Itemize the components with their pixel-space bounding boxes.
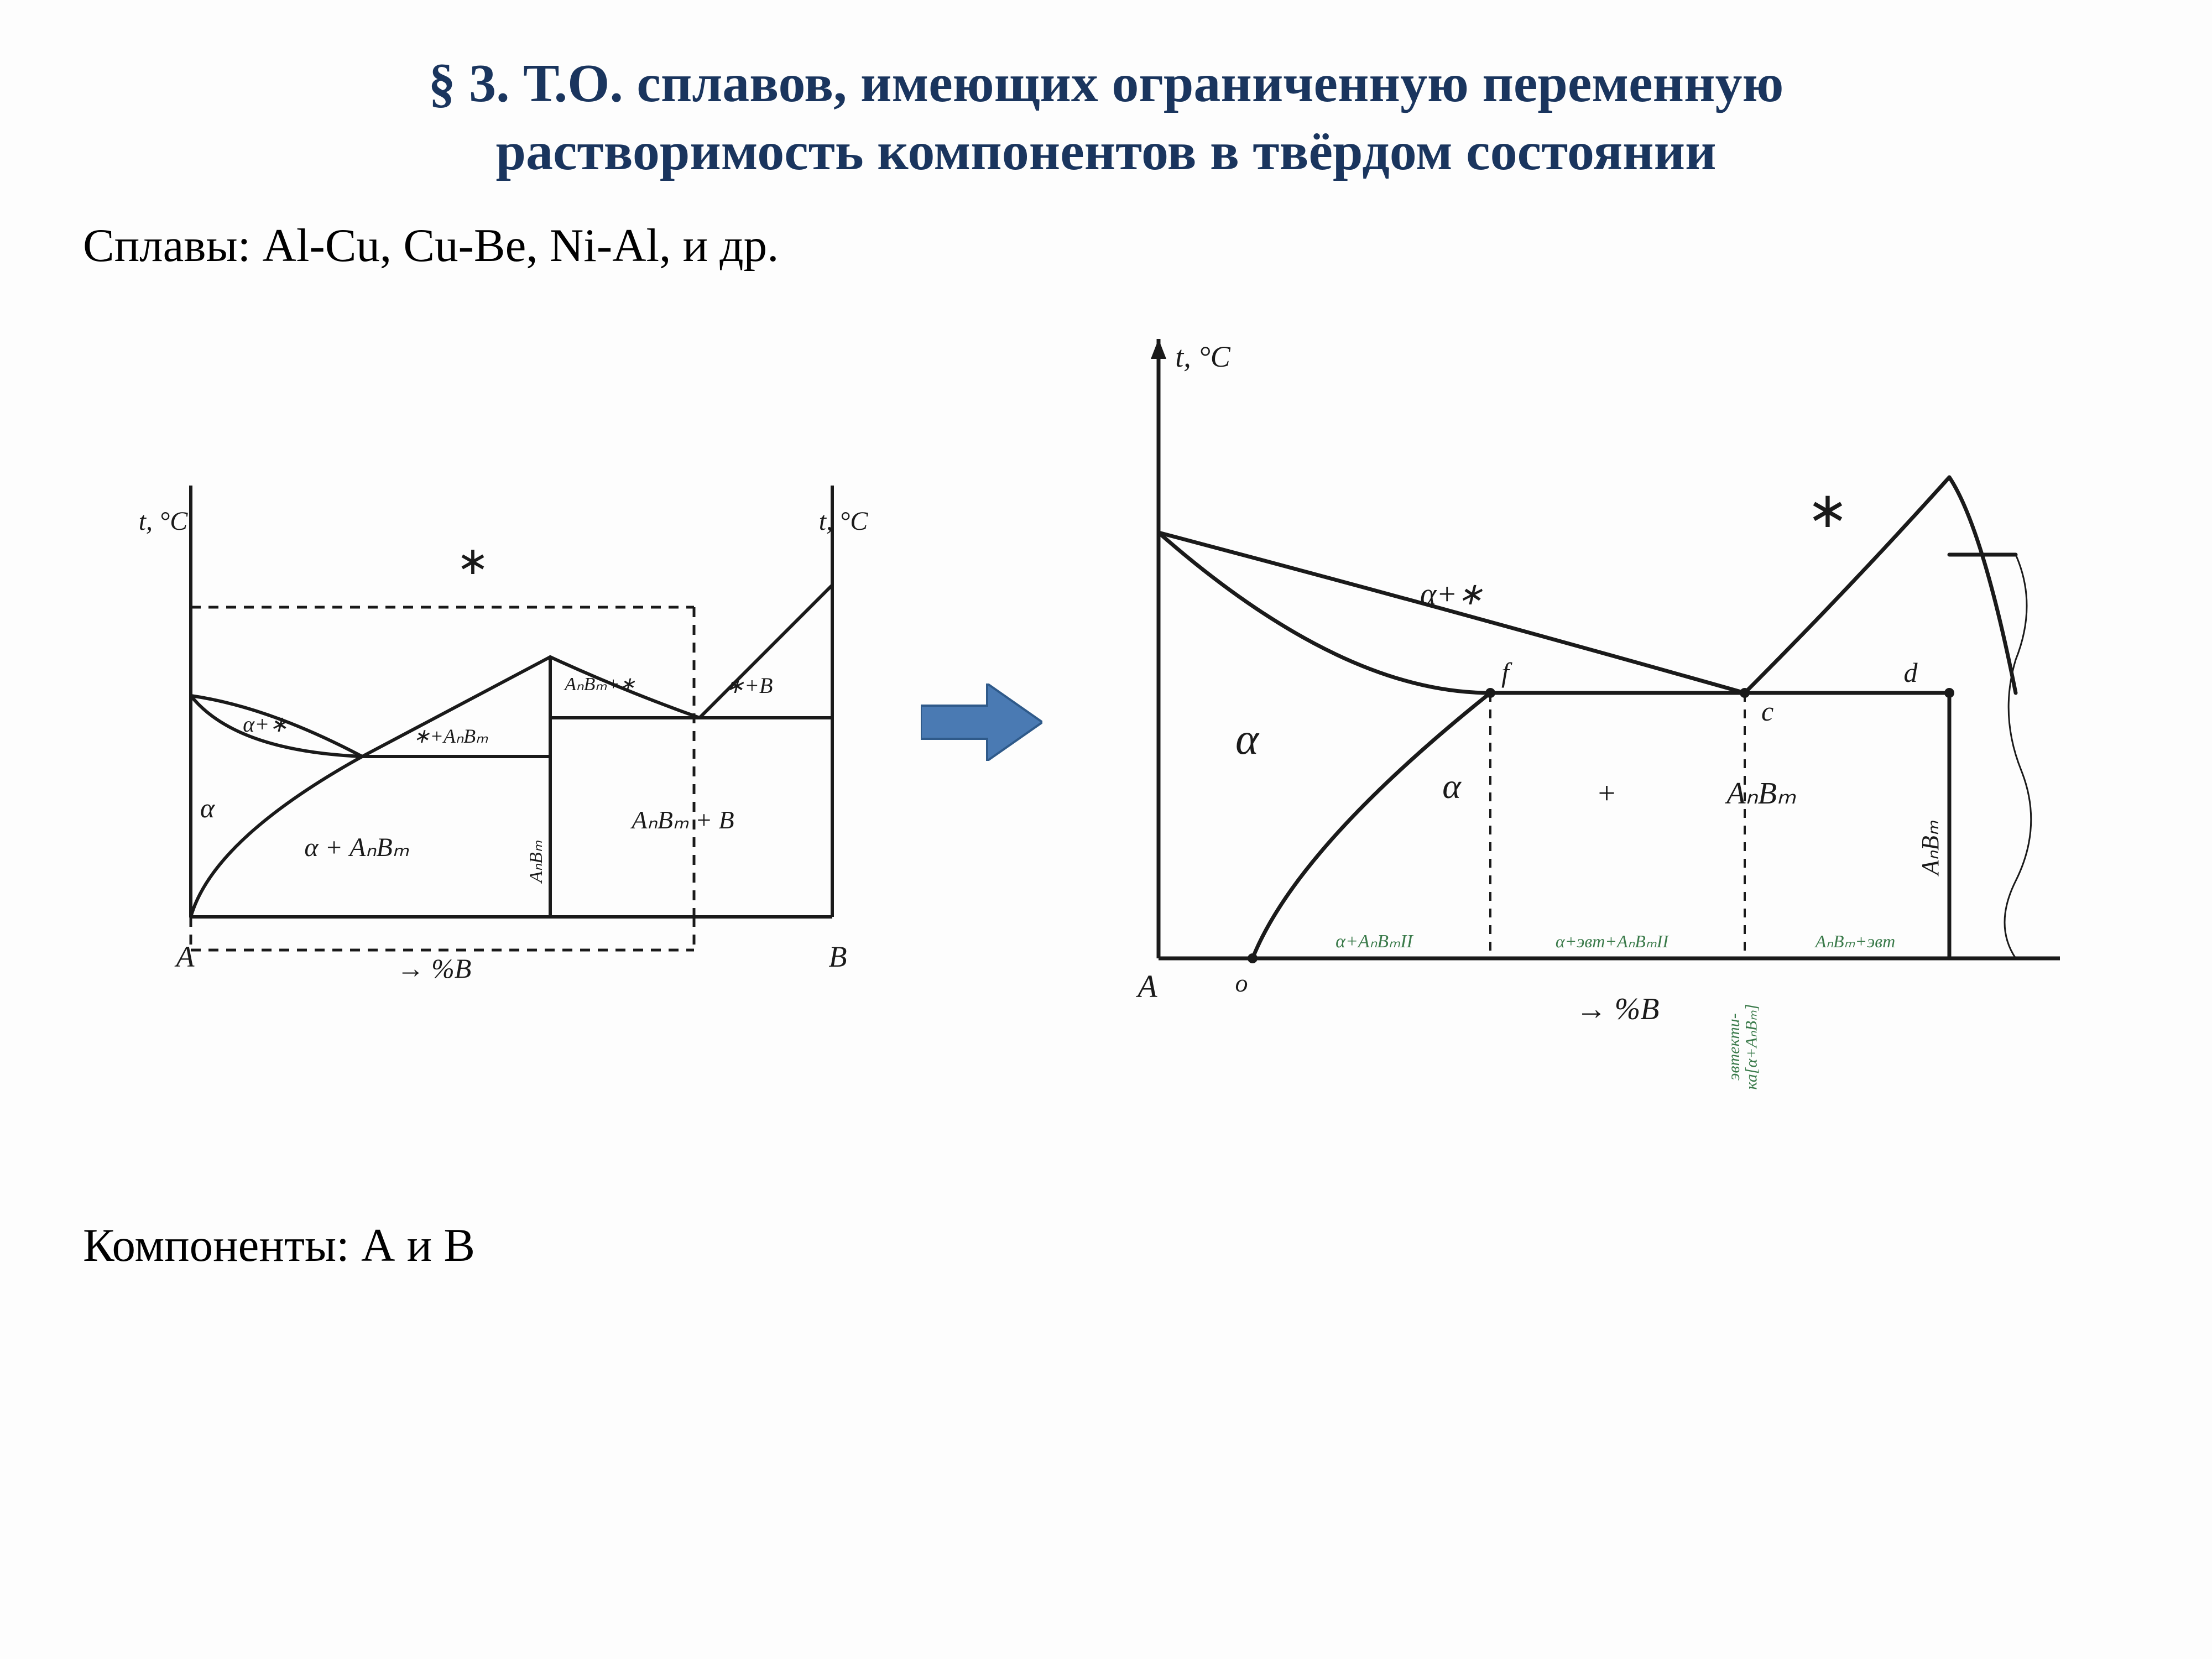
svg-text:α: α <box>1442 766 1462 806</box>
svg-text:AₙBₘ: AₙBₘ <box>1724 776 1796 811</box>
svg-text:A: A <box>1135 968 1157 1004</box>
slide-title: § 3. Т.О. сплавов, имеющих ограниченную … <box>111 50 2101 185</box>
svg-text:α: α <box>1235 715 1260 764</box>
figure-row: ∗α+∗αα + AₙBₘAₙBₘ∗+AₙBₘAₙBₘ+∗∗+BAₙBₘ + B… <box>66 295 2146 1152</box>
svg-text:B: B <box>829 940 847 973</box>
svg-text:AₙBₘ: AₙBₘ <box>526 840 546 884</box>
right-phase-diagram: ∗ α+∗ α α + AₙBₘ AₙBₘ f c d o t, °C → %B Aα+AₙBₘII α+э… <box>1065 295 2088 1152</box>
svg-text:AₙBₘ+эвт: AₙBₘ+эвт <box>1814 931 1895 951</box>
svg-text:t, °C: t, °C <box>139 507 189 536</box>
svg-text:α+эвт+AₙBₘII: α+эвт+AₙBₘII <box>1556 931 1670 951</box>
svg-text:o: o <box>1235 969 1248 997</box>
svg-text:AₙBₘ+∗: AₙBₘ+∗ <box>564 674 635 695</box>
svg-text:f: f <box>1501 657 1512 688</box>
zoom-arrow <box>921 684 1042 764</box>
svg-text:→ %B: → %B <box>1576 992 1660 1026</box>
svg-text:d: d <box>1904 657 1918 688</box>
svg-text:A: A <box>175 940 195 973</box>
svg-text:α+∗: α+∗ <box>243 712 288 737</box>
svg-text:эвтекти-ка[α+AₙBₘ]: эвтекти-ка[α+AₙBₘ] <box>1725 1004 1761 1090</box>
svg-text:∗: ∗ <box>1807 483 1848 538</box>
svg-text:AₙBₘ + B: AₙBₘ + B <box>630 806 734 834</box>
svg-text:∗: ∗ <box>457 540 489 583</box>
svg-text:t, °C: t, °C <box>819 507 869 536</box>
title-line-2: растворимость компонентов в твёрдом сост… <box>495 122 1716 181</box>
svg-text:α: α <box>200 792 216 823</box>
components-line: Компоненты: А и В <box>83 1218 2146 1272</box>
svg-text:∗+AₙBₘ: ∗+AₙBₘ <box>413 725 488 747</box>
svg-text:∗+B: ∗+B <box>726 673 773 698</box>
svg-text:+: + <box>1596 776 1617 811</box>
svg-text:α+∗: α+∗ <box>1420 577 1483 612</box>
svg-text:c: c <box>1761 696 1773 727</box>
svg-text:α + AₙBₘ: α + AₙBₘ <box>304 833 409 862</box>
left-phase-diagram: ∗ α+∗ α α + AₙBₘ AₙBₘ ∗+AₙBₘ AₙBₘ+∗ ∗+B AₙBₘ + B… <box>124 419 899 1027</box>
svg-text:→ %B: → %B <box>397 953 472 984</box>
svg-text:AₙBₘ: AₙBₘ <box>1917 820 1944 877</box>
alloys-line: Сплавы: Al-Cu, Cu-Be, Ni-Al, и др. <box>83 218 2146 273</box>
svg-text:t, °C: t, °C <box>1175 340 1231 373</box>
svg-text:α+AₙBₘII: α+AₙBₘII <box>1335 931 1413 952</box>
title-line-1: § 3. Т.О. сплавов, имеющих ограниченную … <box>429 54 1784 113</box>
